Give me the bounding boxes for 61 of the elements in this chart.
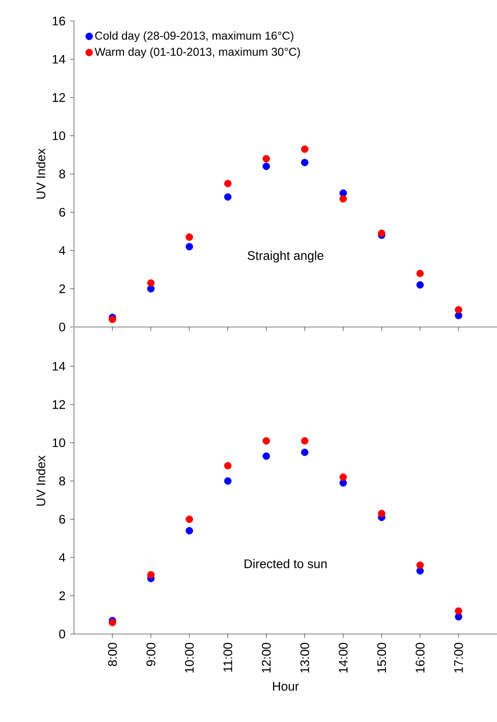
y-tick-label: 10 — [52, 438, 66, 448]
point — [147, 279, 155, 287]
point — [339, 473, 347, 481]
point — [186, 516, 194, 523]
point — [224, 180, 232, 188]
point — [224, 462, 232, 470]
y-tick-label: 6 — [59, 514, 66, 524]
y-tick-label: 4 — [59, 246, 66, 255]
x-tick-label: 12:00 — [262, 642, 271, 673]
point — [186, 527, 194, 534]
x-tick-label: 15:00 — [377, 642, 386, 673]
point — [454, 306, 462, 314]
legend-label: Warm day (01-10-2013, maximum 30°C) — [94, 47, 300, 58]
x-tick-label: 17:00 — [454, 642, 463, 673]
x-axis-title: Hour — [273, 682, 299, 691]
point — [224, 193, 232, 201]
annotation: Straight angle — [248, 250, 324, 262]
point — [186, 242, 194, 250]
point — [454, 607, 462, 615]
point — [262, 154, 270, 162]
legend-label: Cold day (28-09-2013, maximum 16°C) — [95, 31, 294, 42]
y-tick-label: 0 — [59, 322, 66, 332]
y-tick-label: 2 — [59, 284, 66, 294]
point — [262, 162, 270, 170]
annotation: Directed to sun — [244, 559, 327, 568]
y-tick-label: 6 — [59, 208, 66, 217]
x-tick-label: 11:00 — [223, 642, 232, 672]
point — [416, 281, 424, 289]
x-tick-label: 13:00 — [300, 642, 310, 673]
x-tick-label: 16:00 — [416, 642, 425, 673]
y-tick-label: 12 — [52, 400, 66, 409]
point — [262, 437, 270, 445]
point — [224, 477, 232, 485]
point — [301, 158, 308, 166]
point — [147, 571, 155, 578]
x-tick-label: 10:00 — [184, 642, 194, 673]
point — [301, 145, 308, 153]
point — [186, 233, 194, 241]
y-tick-label: 12 — [52, 93, 66, 102]
point — [262, 452, 270, 460]
y-tick-label: 8 — [59, 476, 66, 486]
point — [339, 195, 347, 203]
y-tick-label: 4 — [59, 553, 66, 562]
y-tick-label: 16 — [52, 16, 66, 26]
y-tick-label: 0 — [59, 630, 66, 638]
y-tick-label: 14 — [52, 54, 66, 64]
x-tick-label: 14:00 — [338, 642, 348, 673]
y-tick-label: 14 — [52, 362, 66, 371]
x-tick-label: 9:00 — [146, 642, 156, 666]
point — [454, 613, 462, 620]
point — [301, 437, 308, 445]
x-tick-label: 8:00 — [108, 642, 117, 666]
y-tick-label: 2 — [59, 591, 66, 600]
y-tick-label: 10 — [52, 131, 66, 140]
point — [301, 448, 308, 456]
y-axis-title: UV Index — [36, 148, 46, 199]
point — [378, 510, 386, 518]
point — [416, 561, 424, 569]
y-axis-title: UV Index — [36, 456, 46, 506]
y-tick-label: 8 — [59, 170, 66, 178]
point — [416, 270, 424, 278]
